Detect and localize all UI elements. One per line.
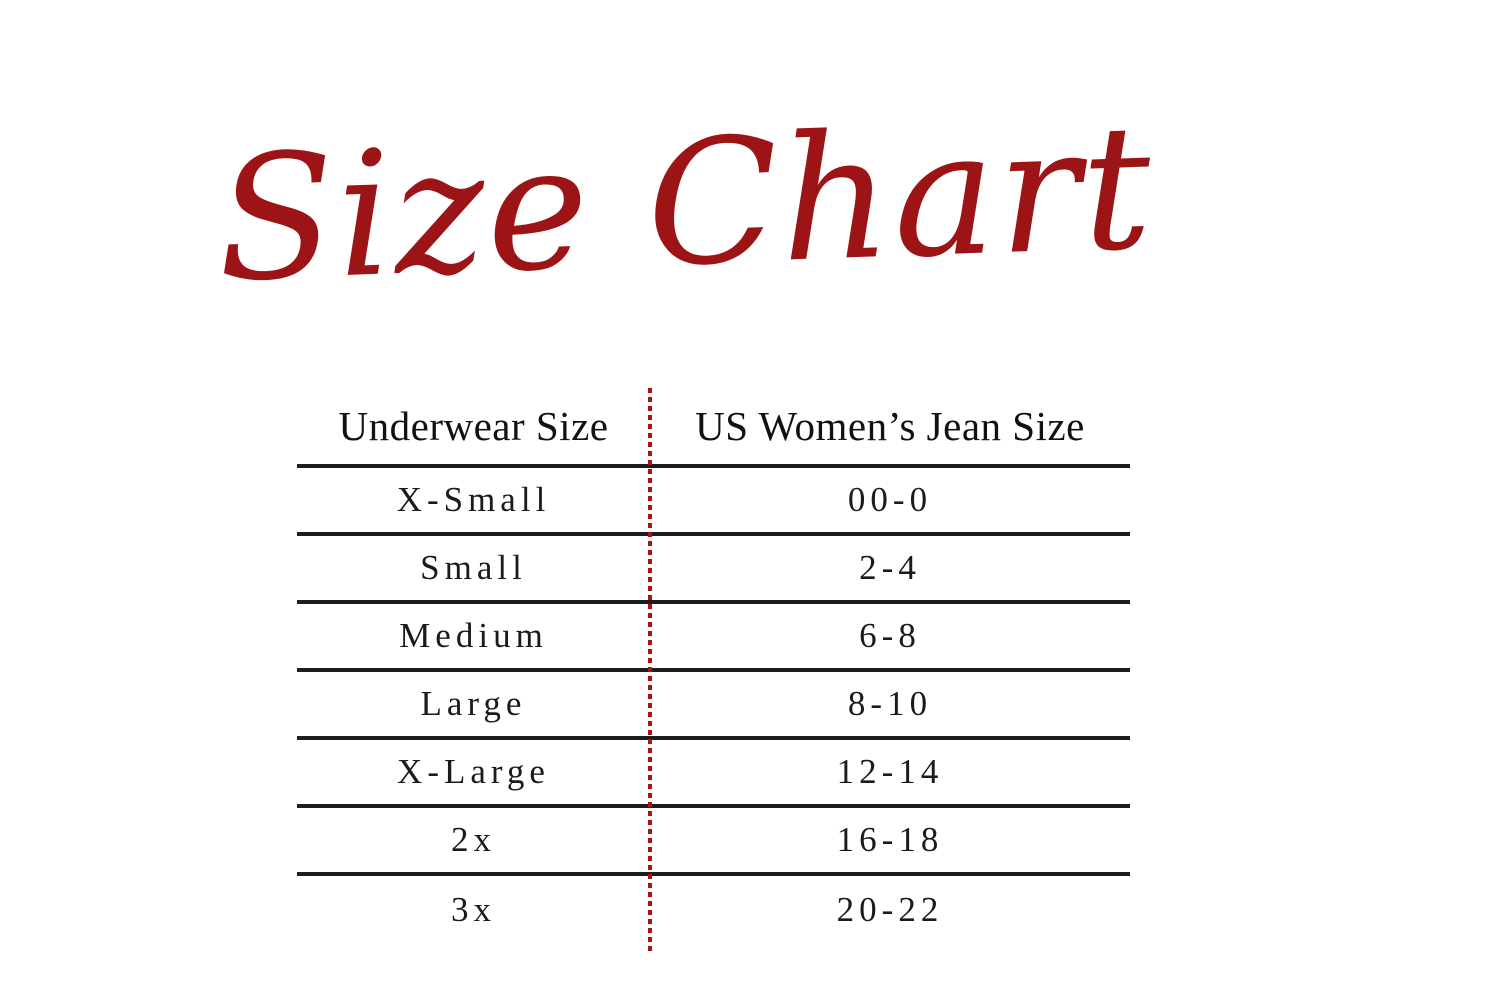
cell-jean-size: 2-4 (859, 548, 921, 587)
cell-underwear-size: Small (420, 548, 527, 587)
table-header-row: Underwear Size US Women’s Jean Size (297, 388, 1130, 468)
cell-jean-size: 8-10 (847, 684, 933, 723)
column-header-underwear-size: Underwear Size (338, 403, 609, 449)
dotted-column-divider (648, 388, 652, 955)
cell-underwear-size: Medium (399, 616, 548, 655)
size-table: Underwear Size US Women’s Jean Size X-Sm… (297, 388, 1130, 955)
cell-underwear-size: 3x (451, 890, 496, 929)
table-row-3x: 3x 20-22 (297, 876, 1130, 944)
cell-jean-size: 20-22 (836, 890, 944, 929)
page-title: Size Chart (213, 86, 1157, 321)
cell-jean-size: 00-0 (847, 480, 933, 519)
cell-underwear-size: 2x (451, 820, 496, 859)
table-row-xsmall: X-Small 00-0 (297, 468, 1130, 536)
table-row-large: Large 8-10 (297, 672, 1130, 740)
table-row-medium: Medium 6-8 (297, 604, 1130, 672)
cell-underwear-size: X-Small (396, 480, 551, 519)
table-row-small: Small 2-4 (297, 536, 1130, 604)
cell-underwear-size: Large (420, 684, 527, 723)
table-row-xlarge: X-Large 12-14 (297, 740, 1130, 808)
cell-jean-size: 12-14 (836, 752, 944, 791)
column-header-jean-size: US Women’s Jean Size (695, 403, 1085, 449)
cell-jean-size: 6-8 (859, 616, 921, 655)
cell-jean-size: 16-18 (836, 820, 944, 859)
cell-underwear-size: X-Large (397, 752, 550, 791)
table-row-2x: 2x 16-18 (297, 808, 1130, 876)
